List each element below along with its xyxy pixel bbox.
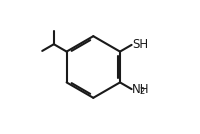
Text: SH: SH [132, 38, 148, 51]
Text: NH: NH [132, 83, 150, 96]
Text: 2: 2 [140, 87, 145, 96]
